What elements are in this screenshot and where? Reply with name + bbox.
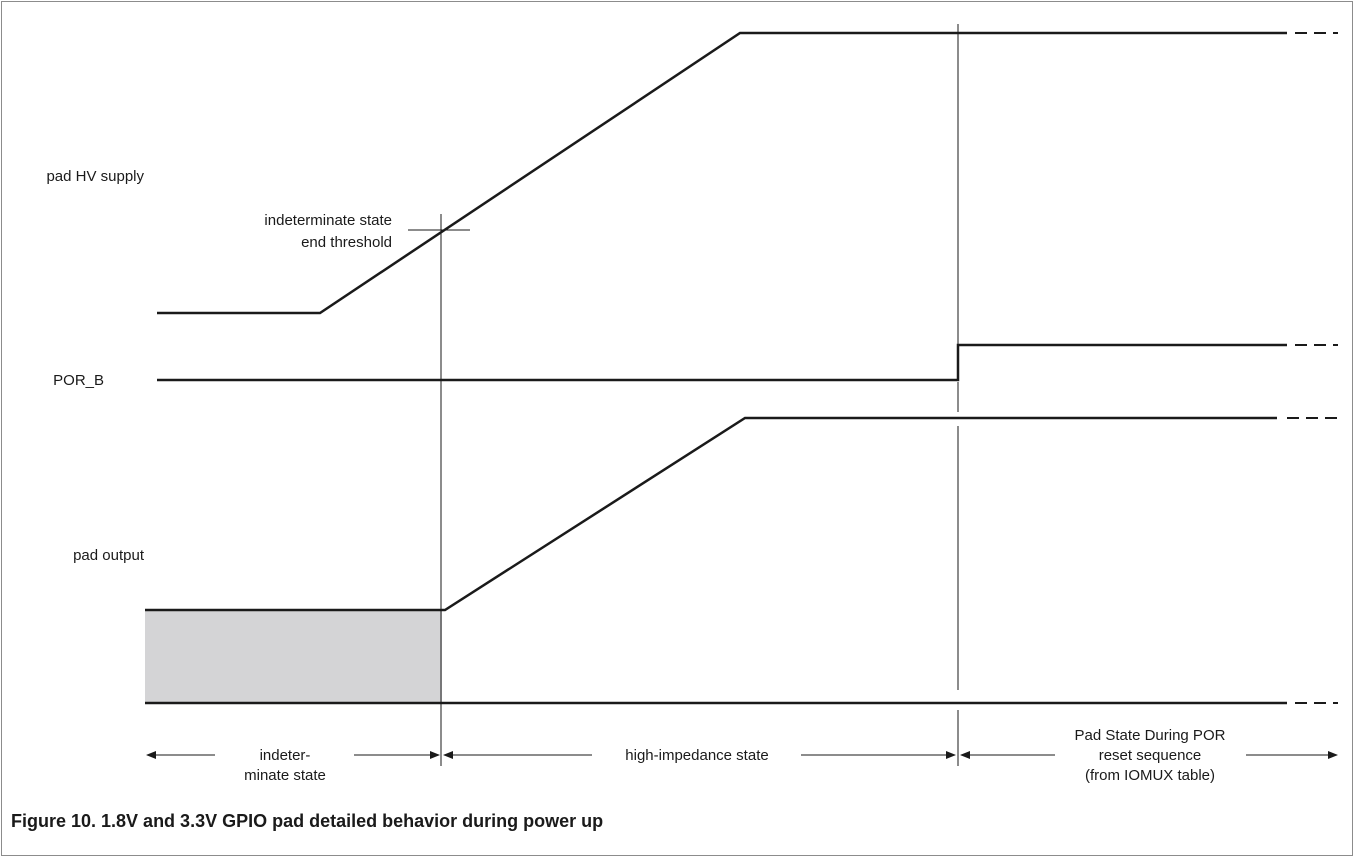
pad-output-waveform [145,416,1277,612]
high-impedance-label: high-impedance state [625,747,768,764]
por-b-waveform [157,343,1287,382]
label-pad-output: pad output [73,547,145,564]
por-phase-label-line1: Pad State During POR [1075,727,1226,744]
threshold-label-line2: end threshold [301,234,392,251]
label-por-b: POR_B [53,372,104,389]
indeterminate-label-line2: minate state [244,767,326,784]
por-phase-label-line3: (from IOMUX table) [1085,767,1215,784]
pad-hv-supply-waveform [157,31,1287,315]
figure-caption: Figure 10. 1.8V and 3.3V GPIO pad detail… [11,811,604,831]
indeterminate-label-line1: indeter- [260,747,311,764]
por-phase-label-line2: reset sequence [1099,747,1202,764]
threshold-label-line1: indeterminate state [264,212,392,229]
label-pad-hv-supply: pad HV supply [46,168,144,185]
indeterminate-region [145,610,442,703]
